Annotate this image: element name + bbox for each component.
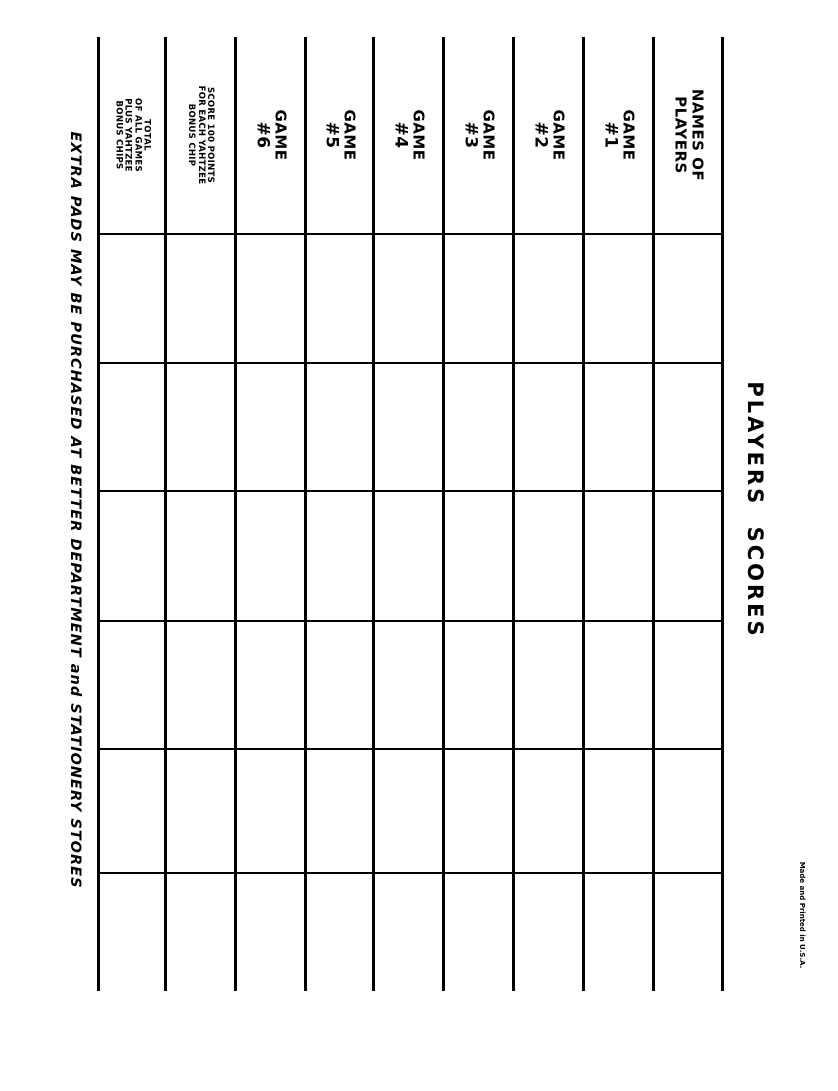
row-header-label: PLAYERS xyxy=(670,96,689,174)
row-header: TOTAL OF ALL GAMES PLUS YAHTZEE BONUS CHIPS xyxy=(98,37,165,233)
row-header-label: GAME xyxy=(479,109,498,161)
row-header: GAME #1 xyxy=(583,37,653,233)
grid-line xyxy=(512,37,515,991)
row-header-label: GAME xyxy=(271,109,290,161)
footer-note: EXTRA PADS MAY BE PURCHASED AT BETTER DE… xyxy=(67,131,83,889)
row-header-label: #5 xyxy=(321,121,342,149)
grid-line xyxy=(721,37,724,991)
row-header: GAME #5 xyxy=(305,37,373,233)
row-header: SCORE 100 POINTS FOR EACH YAHTZEE BONUS CH… xyxy=(165,37,235,233)
grid-line xyxy=(652,37,655,991)
grid-line xyxy=(372,37,375,991)
row-header-label: FOR EACH YAHTZEE xyxy=(195,85,206,185)
column-divider xyxy=(98,748,724,750)
row-header-label: BONUS CHIPS xyxy=(113,100,124,170)
grid-line xyxy=(97,37,100,991)
row-header-label: GAME xyxy=(549,109,568,161)
grid-line xyxy=(442,37,445,991)
grid-line xyxy=(164,37,167,991)
row-header-label: #2 xyxy=(530,121,551,149)
grid-line xyxy=(304,37,307,991)
row-header: NAMES OF PLAYERS xyxy=(653,37,722,233)
row-header: GAME #2 xyxy=(513,37,583,233)
row-header-label: NAMES OF xyxy=(687,88,706,182)
row-header-label: SCORE 100 POINTS xyxy=(205,86,216,184)
row-header: GAME #4 xyxy=(373,37,443,233)
grid-line xyxy=(234,37,237,991)
row-header-label: GAME xyxy=(409,109,428,161)
page-title: PLAYERS SCORES xyxy=(743,381,767,639)
column-divider xyxy=(98,490,724,492)
column-divider xyxy=(98,872,724,874)
row-header: GAME #6 xyxy=(235,37,305,233)
row-header: GAME #3 xyxy=(443,37,513,233)
imprint: Made and Printed in U.S.A. xyxy=(798,861,806,969)
row-header-label: GAME xyxy=(340,109,359,161)
column-divider xyxy=(98,620,724,622)
row-header-label: #4 xyxy=(390,121,411,149)
row-header-label: BONUS CHIP xyxy=(186,103,197,167)
row-header-label: GAME xyxy=(619,109,638,161)
row-header-label: #1 xyxy=(600,121,621,149)
row-header-label: OF ALL GAMES xyxy=(131,98,142,172)
column-divider xyxy=(98,362,724,364)
row-header-label: #6 xyxy=(252,121,273,149)
row-header-label: #3 xyxy=(460,121,481,149)
header-divider xyxy=(98,233,724,235)
grid-line xyxy=(582,37,585,991)
